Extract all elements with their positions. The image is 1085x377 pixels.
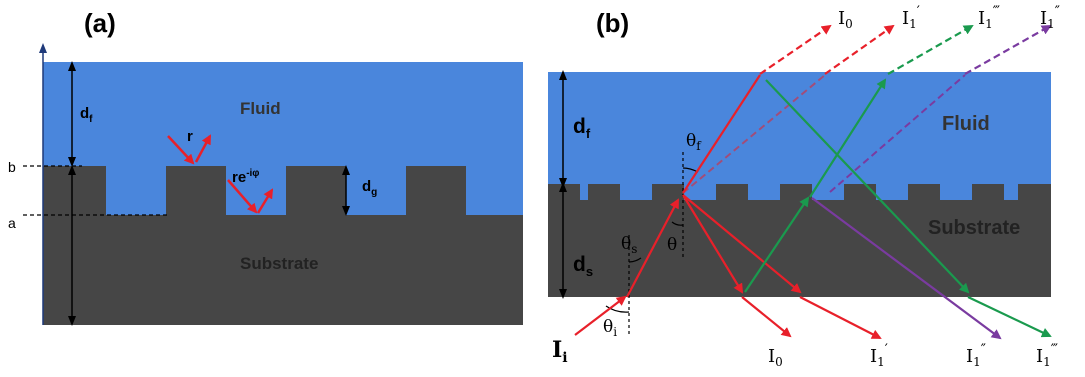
r-label: r (187, 128, 193, 145)
theta-s-arc (628, 257, 642, 263)
purple-ray-top-out (964, 25, 1052, 75)
top-I0-label: I0 (838, 8, 853, 31)
reflected-arrow-top-a (194, 134, 212, 163)
panel-b: (b) Fluid Substrate df ds θf θ θs θi Ii … (548, 4, 1060, 369)
panel-a: b a (a) Fluid Substrate df dg r re-iφ (8, 8, 523, 326)
theta-f-label: θf (686, 131, 702, 153)
df-label-a: df (80, 105, 93, 125)
df-label-b: df (573, 115, 591, 141)
panel-b-label: (b) (596, 8, 629, 38)
bottom-I0-label: I0 (768, 346, 783, 369)
purple-ray-up-fluid (829, 74, 966, 193)
ray-I0-top-out (759, 24, 832, 75)
incident-arrow-bottom-a (227, 179, 258, 214)
bottom-I1pp-label: I1″ (966, 342, 986, 369)
green-ray-up-substrate (744, 196, 810, 293)
panel-a-label: (a) (84, 8, 116, 38)
green-ray-down (765, 79, 970, 294)
substrate-region-a (43, 166, 523, 325)
level-b-label: b (8, 159, 16, 175)
theta-label: θ (667, 235, 677, 255)
green-ray-bottom-out (967, 296, 1052, 338)
theta-s-label: θs (621, 234, 637, 256)
bottom-I1p-label: I1′ (870, 342, 888, 369)
ray-I1p-fluid (682, 74, 826, 194)
incident-intensity-label: Ii (552, 337, 568, 366)
ray-I1p-top-out (824, 24, 895, 75)
reflection-phase-label: re-iφ (232, 168, 259, 186)
bottom-I1ppp-label: I1‴ (1036, 342, 1058, 369)
green-ray-top-out (887, 25, 974, 75)
top-I1ppp-label: I1‴ (978, 4, 1000, 31)
fluid-label-b: Fluid (942, 113, 990, 135)
green-ray-up-fluid (809, 78, 887, 198)
incident-arrow-top-a (167, 135, 195, 165)
purple-ray-down (811, 197, 1002, 340)
ray-I0-bottom-out (741, 296, 792, 338)
incident-ray (574, 295, 627, 336)
fluid-label-a: Fluid (240, 99, 281, 118)
dg-label: dg (362, 178, 377, 198)
top-I1pp-label: I1″ (1040, 4, 1060, 31)
theta-i-arc (605, 305, 630, 313)
refracted-ray-substrate (626, 198, 679, 298)
substrate-region-b (548, 184, 1051, 297)
ray-down-1 (682, 194, 744, 294)
substrate-label-a: Substrate (240, 254, 318, 273)
level-a-label: a (8, 215, 16, 231)
theta-i-label: θi (603, 317, 617, 339)
ray-to-fluid-top (682, 74, 761, 194)
ds-label-b: ds (573, 253, 593, 279)
substrate-label-b: Substrate (928, 217, 1020, 239)
ray-down-2 (682, 194, 802, 294)
top-I1p-label: I1′ (902, 4, 920, 31)
theta-arc (671, 221, 684, 226)
reflected-arrow-bottom-a (256, 188, 274, 214)
ray-I1p-bottom-out (799, 296, 882, 339)
